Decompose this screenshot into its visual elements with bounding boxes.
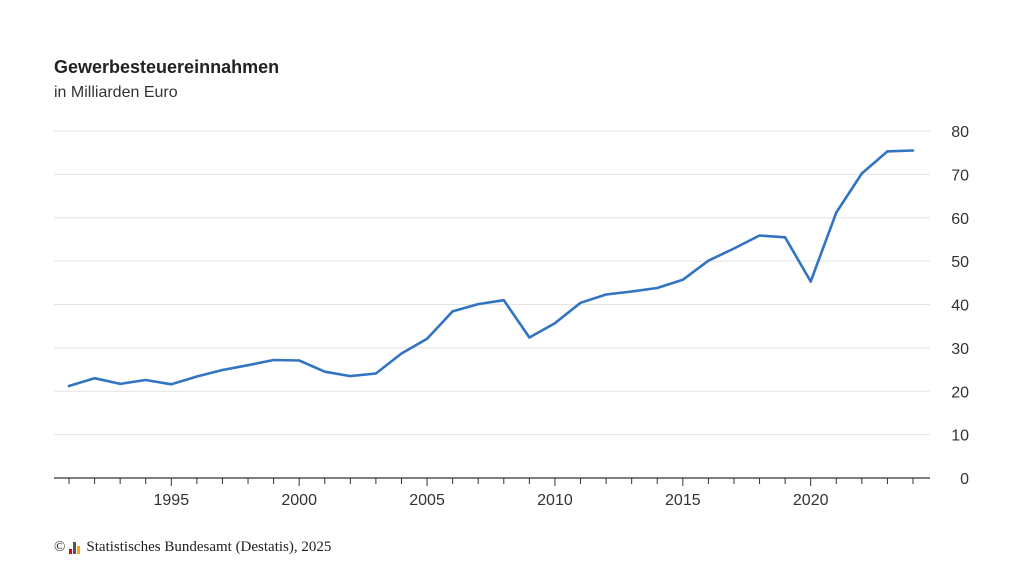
x-axis: 1995 2000 2005 2010 2015 2020 xyxy=(54,477,930,509)
x-tick-label: 1995 xyxy=(154,492,190,509)
data-point xyxy=(323,370,326,373)
y-tick-label: 30 xyxy=(951,341,969,358)
y-tick-label: 50 xyxy=(951,254,969,271)
y-axis: 0 10 20 30 40 50 60 70 80 xyxy=(951,124,969,488)
data-point xyxy=(502,298,505,302)
data-point xyxy=(425,337,429,340)
data-point xyxy=(297,359,301,362)
data-point xyxy=(783,236,787,239)
x-tick-label: 2005 xyxy=(409,492,445,509)
data-point xyxy=(656,286,659,290)
copyright-symbol: © xyxy=(54,539,66,555)
series-line xyxy=(67,149,915,388)
data-point xyxy=(604,293,608,296)
data-point xyxy=(195,375,199,378)
x-tick-label: 2010 xyxy=(537,492,573,509)
data-point xyxy=(118,382,122,386)
data-point xyxy=(886,150,889,153)
x-tick-label: 2000 xyxy=(281,492,317,509)
data-point xyxy=(528,336,531,339)
data-point xyxy=(911,149,915,152)
data-point xyxy=(835,211,838,214)
data-point xyxy=(170,383,173,386)
source-text: Statistisches Bundesamt (Destatis), 2025 xyxy=(86,539,332,555)
data-point xyxy=(477,302,480,306)
destatis-logo-icon xyxy=(69,541,81,554)
data-point xyxy=(374,372,378,375)
y-tick-label: 60 xyxy=(951,211,969,228)
source-footer: © Statistisches Bundesamt (Destatis), 20… xyxy=(54,539,331,556)
y-tick-label: 10 xyxy=(951,428,969,445)
x-tick-label: 2015 xyxy=(665,492,701,509)
data-point xyxy=(221,368,224,372)
data-point xyxy=(707,259,710,262)
chart-title: Gewerbesteuereinnahmen xyxy=(54,57,280,77)
data-point xyxy=(630,290,633,293)
data-point xyxy=(246,364,250,367)
data-point xyxy=(144,378,147,382)
y-tick-label: 0 xyxy=(960,471,969,488)
series-group xyxy=(67,149,915,388)
data-point xyxy=(579,301,582,304)
data-point xyxy=(349,374,352,378)
data-point xyxy=(93,377,96,380)
data-point xyxy=(400,352,403,355)
data-point xyxy=(809,280,812,283)
data-point xyxy=(732,247,736,250)
gridlines xyxy=(54,130,930,436)
data-point xyxy=(553,321,557,325)
y-tick-label: 40 xyxy=(951,298,969,315)
data-point xyxy=(681,278,685,281)
data-point xyxy=(758,234,761,237)
data-point xyxy=(67,384,71,388)
y-tick-label: 80 xyxy=(951,124,969,141)
data-point xyxy=(860,172,864,175)
data-point xyxy=(451,310,454,313)
data-point xyxy=(272,358,275,362)
y-tick-label: 70 xyxy=(951,167,969,184)
x-tick-label: 2020 xyxy=(793,492,829,509)
chart-subtitle: in Milliarden Euro xyxy=(54,84,178,101)
y-tick-label: 20 xyxy=(951,384,969,401)
